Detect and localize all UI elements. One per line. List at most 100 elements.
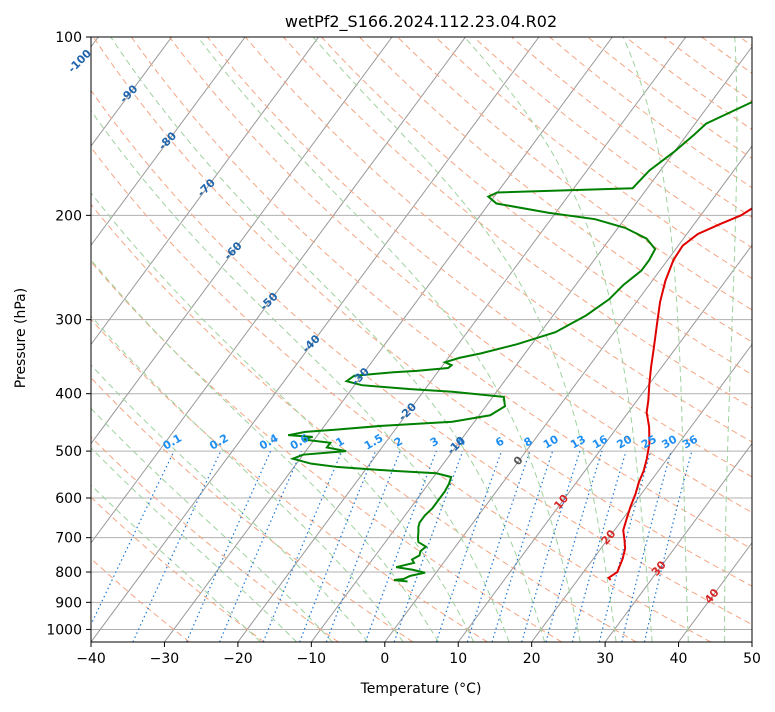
mixing-ratio-label: 0.2 — [207, 432, 230, 453]
mixing-ratio-label: 2 — [392, 435, 405, 450]
dry-adiabat — [0, 37, 264, 642]
mixing-ratio-line — [546, 451, 602, 642]
isotherm-line — [0, 37, 245, 642]
y-axis-title: Pressure (hPa) — [13, 288, 29, 388]
mixing-ratio-line — [572, 451, 626, 642]
isotherm-line — [385, 37, 775, 642]
x-tick-label: −20 — [223, 651, 253, 667]
plot-area — [0, 37, 775, 642]
moist-adiabat — [0, 37, 297, 642]
x-tick-label: 10 — [449, 651, 467, 667]
mixing-ratio-label: 25 — [639, 433, 659, 452]
moist-adiabat — [0, 37, 403, 642]
isotherm-line — [164, 37, 612, 642]
mixing-ratio-line — [492, 451, 553, 642]
mixing-ratio-line — [186, 451, 270, 642]
moist-adiabat — [313, 37, 616, 642]
x-axis-title: Temperature (°C) — [360, 681, 482, 697]
dry-adiabat — [0, 37, 562, 642]
dry-adiabat — [0, 37, 413, 642]
dry-adiabat — [0, 37, 487, 642]
mixing-ratio-line — [133, 451, 221, 642]
y-tick-label: 900 — [55, 595, 82, 611]
dry-adiabat — [702, 37, 775, 642]
isotherm-line — [752, 37, 775, 642]
isotherm-line — [0, 37, 392, 642]
dry-adiabat — [17, 37, 711, 642]
mixing-ratio-line — [394, 451, 463, 642]
dry-adiabat-label: -100 — [65, 47, 94, 76]
mixing-ratio-label: 30 — [660, 432, 680, 451]
dry-adiabat-label: -60 — [221, 239, 244, 262]
dry-adiabat-label: -90 — [117, 82, 140, 105]
moist-adiabat-label: 40 — [702, 586, 722, 606]
dry-adiabat — [398, 37, 775, 642]
y-tick-label: 200 — [55, 208, 82, 224]
mixing-ratio-label: 13 — [568, 433, 588, 452]
dry-adiabat-label: -40 — [300, 332, 323, 355]
x-tick-label: −30 — [150, 651, 180, 667]
dry-adiabat-label: -10 — [445, 434, 468, 457]
mixing-ratio-label: 6 — [493, 434, 506, 449]
y-tick-label: 600 — [55, 491, 82, 507]
isotherm-line — [679, 37, 775, 642]
moist-adiabat — [198, 37, 580, 642]
moist-adiabat — [725, 37, 737, 642]
x-tick-label: 20 — [523, 651, 541, 667]
moist-adiabat — [0, 37, 438, 642]
x-tick-label: −40 — [76, 651, 106, 667]
isotherm-line — [532, 37, 775, 642]
mixing-ratio-label: 10 — [541, 432, 561, 451]
isotherm-line — [0, 37, 319, 642]
mixing-ratio-line — [83, 451, 174, 642]
y-tick-label: 800 — [55, 565, 82, 581]
mixing-ratio-line — [220, 451, 302, 642]
x-tick-label: 50 — [743, 651, 761, 667]
moist-adiabat-label: 0 — [511, 453, 526, 467]
mixing-ratio-line — [467, 451, 530, 642]
mixing-ratio-label: 20 — [614, 432, 634, 451]
dry-adiabat-label: -50 — [257, 290, 280, 313]
mixing-ratio-label: 1 — [334, 435, 347, 450]
isotherm-line — [458, 37, 775, 642]
mixing-ratio-label: 1.5 — [362, 432, 385, 453]
mixing-ratio-label: 3 — [428, 435, 441, 450]
mixing-ratio-line — [300, 451, 376, 642]
dry-adiabat-label: -70 — [195, 176, 218, 199]
moist-adiabat-label: 20 — [599, 527, 619, 547]
y-tick-label: 300 — [55, 313, 82, 329]
dry-adiabat — [588, 37, 775, 642]
mixing-ratio-line — [326, 451, 400, 642]
dry-adiabat — [664, 37, 775, 642]
x-tick-label: 30 — [596, 651, 614, 667]
moist-adiabat-label: 10 — [551, 492, 571, 512]
x-tick-label: 40 — [670, 651, 688, 667]
moist-adiabat-label: 30 — [649, 558, 669, 578]
moist-adiabat — [43, 37, 509, 642]
y-tick-label: 700 — [55, 531, 82, 547]
moist-adiabat — [0, 37, 261, 642]
moist-adiabat — [0, 37, 474, 642]
x-tick-label: 0 — [380, 651, 389, 667]
isotherm-line — [605, 37, 775, 642]
y-tick-label: 1000 — [46, 622, 82, 638]
y-tick-label: 100 — [55, 30, 82, 46]
mixing-ratio-line — [263, 451, 342, 642]
y-tick-label: 500 — [55, 444, 82, 460]
dry-adiabat — [550, 37, 775, 642]
isotherm-line — [18, 37, 466, 642]
mixing-ratio-label: 16 — [590, 432, 610, 451]
dry-adiabat — [0, 37, 338, 642]
x-tick-label: −10 — [297, 651, 327, 667]
dry-adiabat — [740, 37, 775, 642]
y-tick-label: 400 — [55, 387, 82, 403]
dry-adiabat — [512, 37, 775, 642]
mixing-ratio-line — [622, 451, 671, 642]
moist-adiabat — [111, 37, 545, 642]
chart-title: wetPf2_S166.2024.112.23.04.R02 — [285, 12, 557, 32]
dry-adiabat-label: -80 — [156, 129, 179, 152]
dry-adiabat-label: -20 — [396, 400, 419, 423]
